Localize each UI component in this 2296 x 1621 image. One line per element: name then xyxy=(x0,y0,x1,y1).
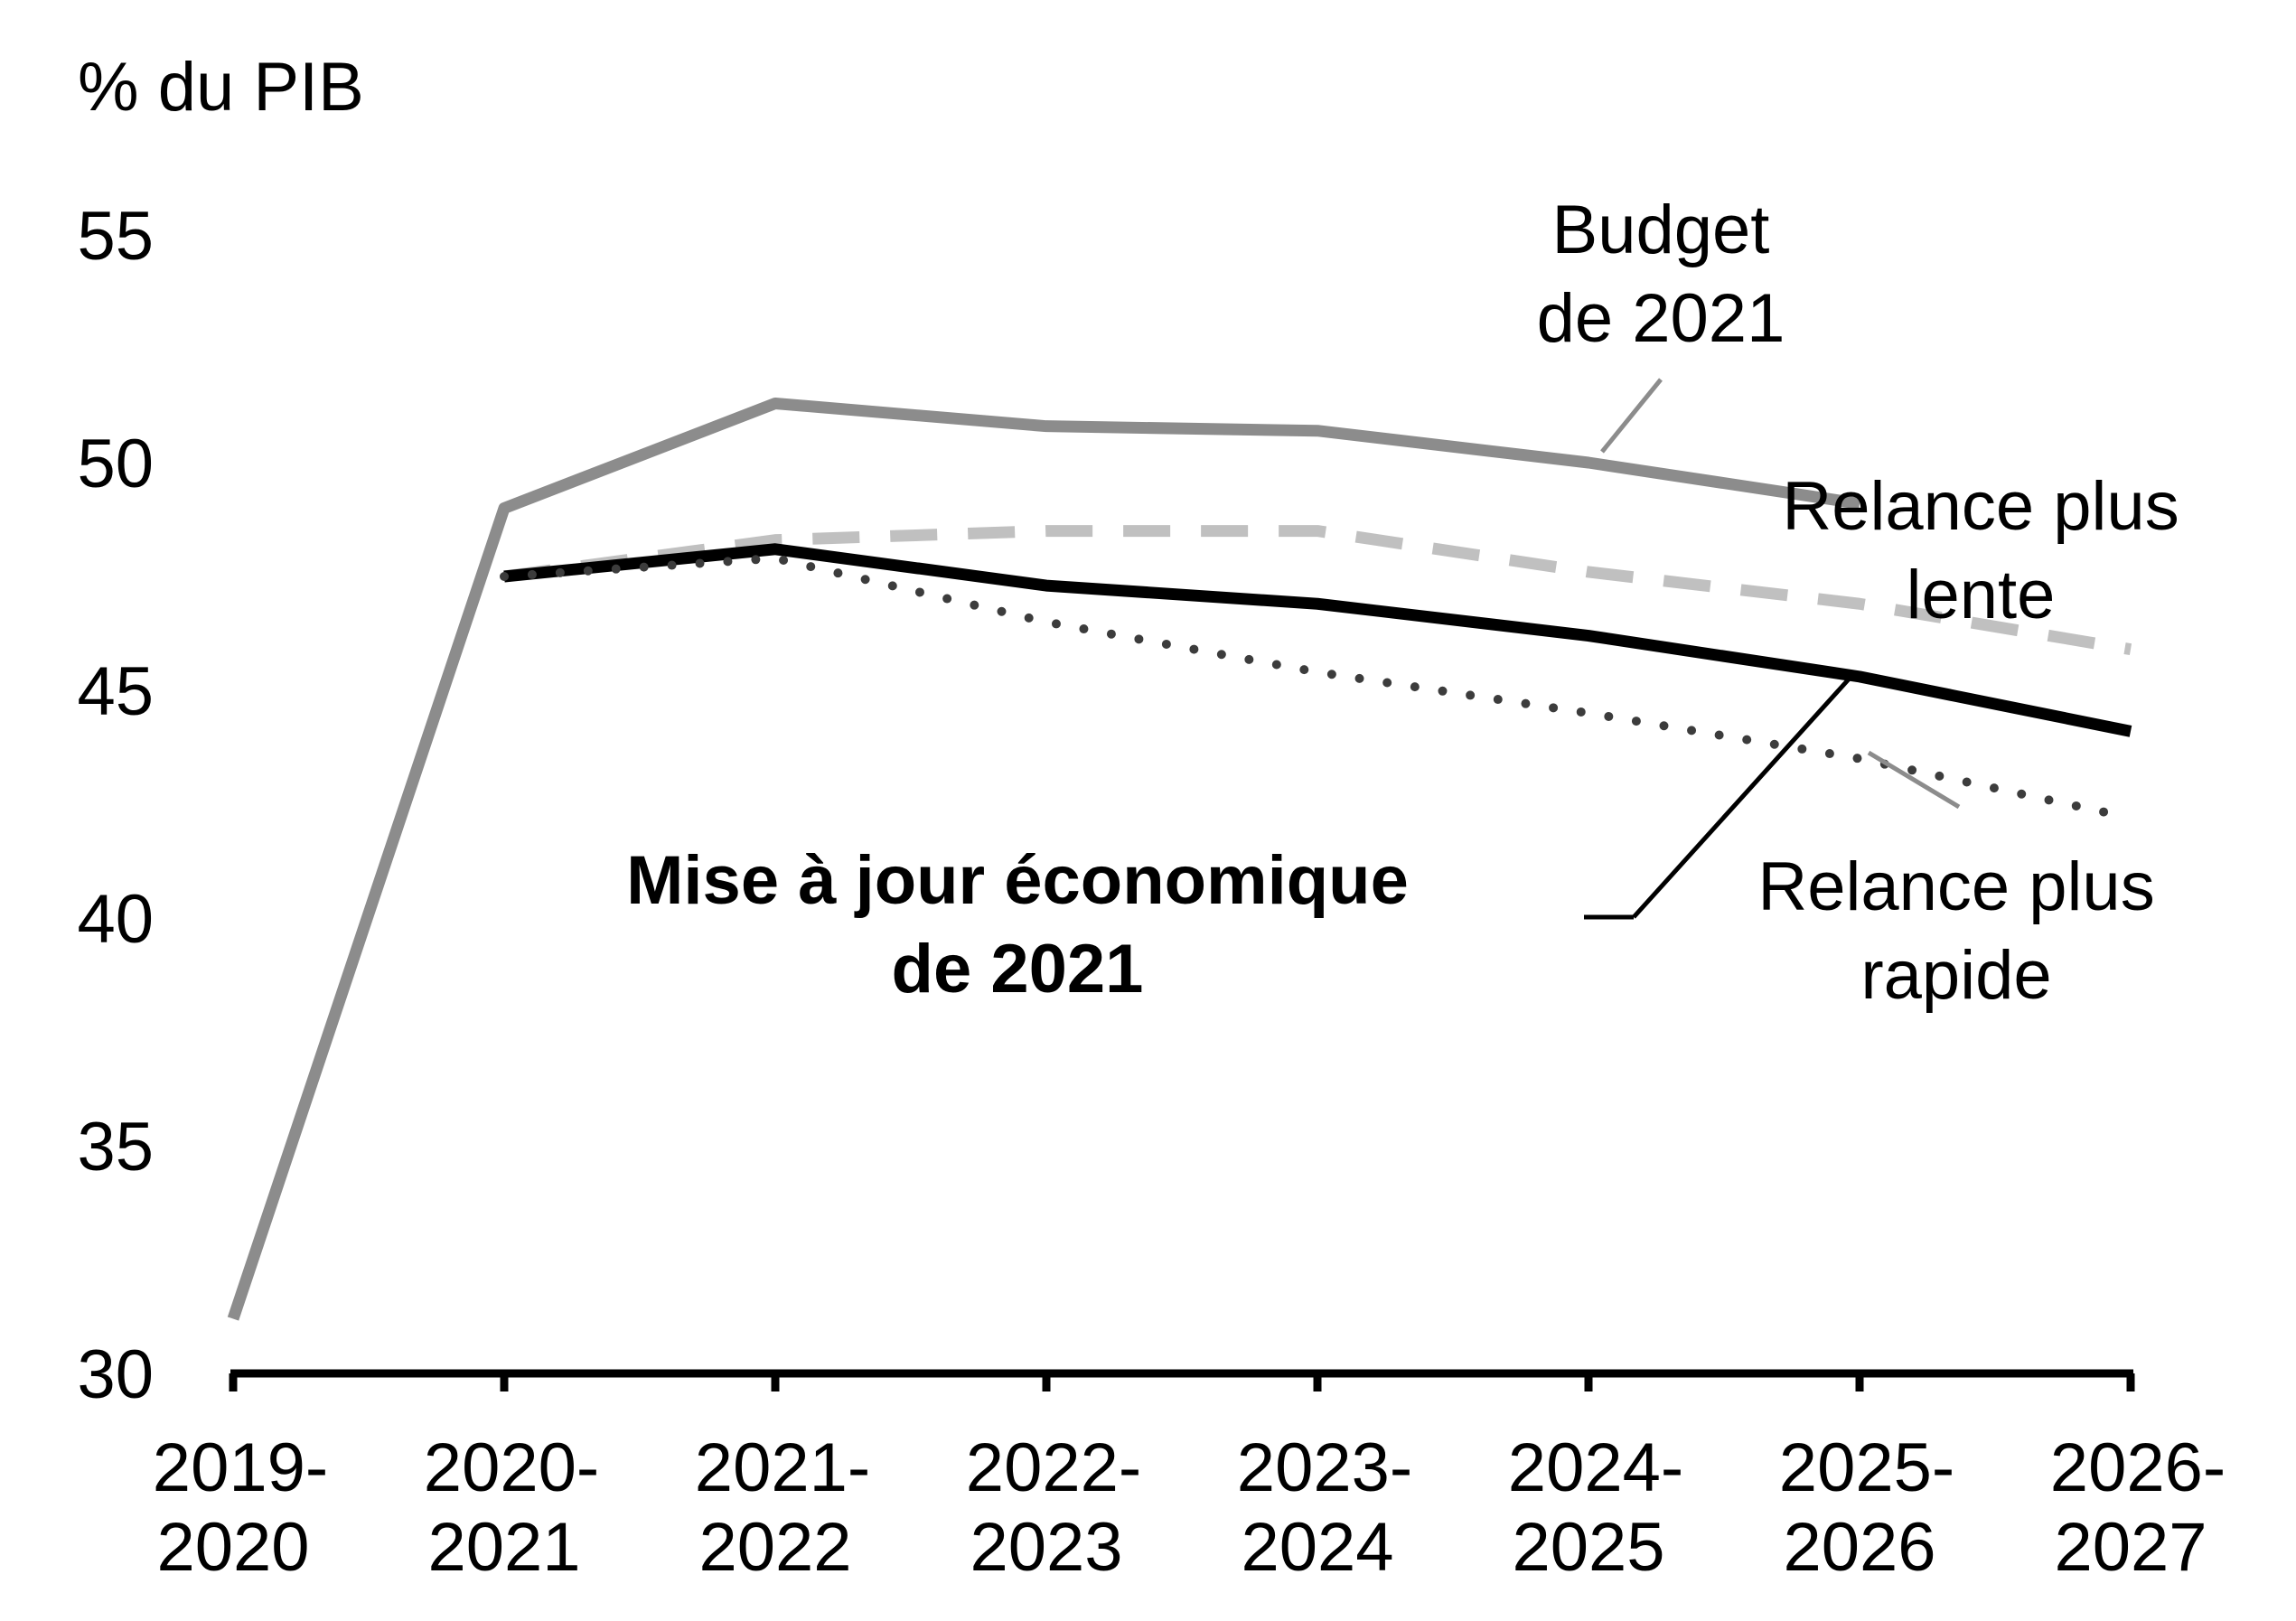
x-tick-label: 2025 xyxy=(1512,1509,1664,1586)
x-tick-label: 2022 xyxy=(698,1509,851,1586)
x-tick-label: 2022- xyxy=(966,1429,1141,1506)
label-relance-lente: Relance plus xyxy=(1782,468,2179,545)
x-tick-label: 2023- xyxy=(1237,1429,1412,1506)
label-mise-a-jour: de 2021 xyxy=(892,931,1144,1007)
x-tick-label: 2021 xyxy=(427,1509,580,1586)
y-tick-label: 40 xyxy=(77,881,154,958)
series-line-3 xyxy=(500,553,2135,823)
x-tick-label: 2024- xyxy=(1508,1429,1683,1506)
y-tick-label: 35 xyxy=(77,1109,154,1185)
label-relance-rapide: Relance plus xyxy=(1757,848,2154,925)
y-tick-label: 50 xyxy=(77,426,154,502)
annotation-leaders xyxy=(1584,378,1961,920)
x-tick-label: 2021- xyxy=(695,1429,870,1506)
label-budget: Budget xyxy=(1552,192,1770,268)
x-tick-label: 2020- xyxy=(424,1429,599,1506)
leader-mise-a-jour xyxy=(1632,671,1856,919)
series-line-2 xyxy=(503,543,2132,737)
label-budget: de 2021 xyxy=(1537,280,1785,357)
label-mise-a-jour: Mise à jour économique xyxy=(626,842,1409,919)
series-lines xyxy=(227,397,2135,1321)
annotations: Budget de 2021 Relance plus lente Mise à jou… xyxy=(626,192,2179,1014)
label-relance-lente: lente xyxy=(1907,557,2056,633)
x-tick-label: 2025- xyxy=(1779,1429,1954,1506)
y-tick-label: 45 xyxy=(77,653,154,730)
x-tick-label: 2019- xyxy=(153,1429,328,1506)
x-tick-label: 2024 xyxy=(1241,1509,1393,1586)
x-tick-label: 2026 xyxy=(1783,1509,1935,1586)
y-tick-label: 55 xyxy=(77,198,154,275)
label-relance-rapide: rapide xyxy=(1860,937,2051,1014)
series-line-1 xyxy=(503,525,2132,656)
axes: % du PIB 30 35 40 45 50 55 2019-2020 2020-2021 20… xyxy=(77,49,2226,1586)
x-tick-label: 2023 xyxy=(970,1509,1122,1586)
x-tick-label: 2026- xyxy=(2050,1429,2226,1506)
x-tick-label: 2020 xyxy=(156,1509,309,1586)
y-axis-title: % du PIB xyxy=(78,49,364,126)
x-tick-label: 2027 xyxy=(2054,1509,2207,1586)
leader-budget xyxy=(1600,378,1663,454)
y-tick-label: 30 xyxy=(77,1336,154,1413)
series-line-0 xyxy=(227,397,1860,1321)
leader-relance-rapide xyxy=(1867,750,1961,810)
